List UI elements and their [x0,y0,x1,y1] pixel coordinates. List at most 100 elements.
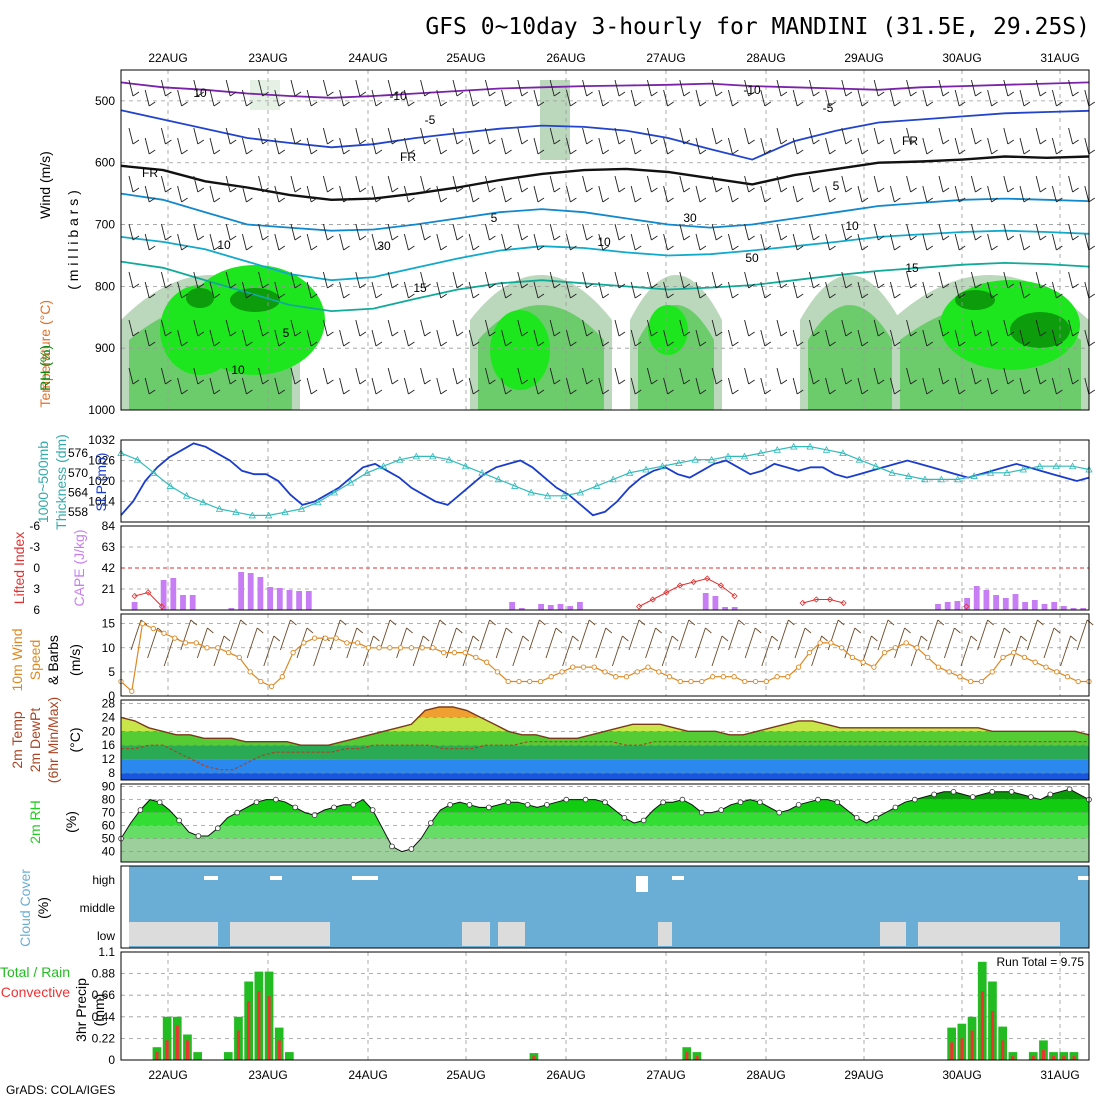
wind-barb [403,377,409,395]
wind-barb [177,281,183,299]
wind-barb [163,635,175,667]
thickness-point [182,491,191,499]
wind-barb [894,197,901,203]
wind-barb [322,319,328,337]
wind-barb [555,627,563,634]
wind-barb [922,185,928,203]
wind-barb [808,175,814,193]
wind-barb [857,233,863,251]
wind-barb [375,149,383,155]
wind-barb [942,331,950,337]
contour-label: -5 [425,113,436,127]
wind-barb [711,635,723,667]
wind-barb [371,281,377,299]
panel-frame [120,525,1090,611]
panel-frame [120,69,1090,411]
li-point [963,603,970,610]
wind-barb [1051,89,1057,107]
wind-barb [1043,627,1055,659]
li-point [717,582,724,589]
wind-barb [379,619,391,651]
wind-barb [408,101,415,107]
thickness-point [740,452,749,460]
wind-barb [699,101,707,107]
wind-barb [646,367,652,385]
wind-barb [715,139,723,145]
wind-barb [598,329,604,347]
wind-barb [975,139,982,145]
y-axis-label-barbs: & Barbs [45,635,61,685]
wind-barb [889,185,895,203]
wind-barb [501,233,507,251]
thickness-point [839,449,847,457]
wind-barb [1003,627,1011,634]
wind-barb [310,389,318,395]
wind-barb [796,149,804,155]
wind-barb [970,79,976,97]
y-tick-label-rh2m: 90 [102,780,116,794]
wind-barb [472,389,480,395]
wind-barb [975,235,982,241]
wind-barb [1088,293,1096,299]
wind-barb [1035,271,1041,289]
wind-barb [387,175,393,193]
thickness-point [511,482,519,489]
wind-barb [339,619,347,626]
wind-speed-point [828,640,834,646]
wind-barb [408,389,415,395]
wind-barb [213,245,221,251]
wind-barb [197,187,205,193]
wind-speed-point [150,625,156,632]
wind-barb [1056,197,1063,203]
wind-barb [732,341,739,347]
wind-barb [1084,377,1090,395]
wind-barb [213,389,221,395]
rh-shade-dark [186,288,214,308]
wind-barb [1003,271,1009,289]
wind-speed-point [172,635,178,641]
wind-barb [420,319,426,337]
wind-barb [776,271,782,289]
wind-barb [456,91,464,97]
wind-barb [954,137,960,155]
wind-barb [776,319,782,337]
thickness-point [330,488,338,496]
thickness-point [1068,462,1077,470]
wind-barb [845,331,853,337]
cloud-high [270,876,282,880]
rh2m-point [989,788,995,795]
contour-label: 50 [745,251,759,265]
wind-barb [942,283,950,289]
wind-barb [505,389,512,395]
wind-barb [861,197,869,203]
wind-speed-point [397,645,404,651]
wind-barb [225,79,231,97]
wind-barb [412,635,424,667]
wind-barb [1035,127,1041,145]
wind-barb [274,233,280,251]
wind-barb [679,319,685,337]
wind-barb [975,187,982,193]
wind-barb [598,185,604,203]
rh2m-point [466,801,473,808]
wind-barb [160,319,166,337]
wind-barb [1051,185,1057,203]
wind-barb [537,197,545,203]
wind-barb [1039,187,1047,193]
thickness-point [199,498,207,506]
wind-barb [861,389,869,395]
wind-barb [306,233,312,251]
wind-barb [788,619,795,626]
wind-barb [246,245,253,251]
wind-barb [1068,367,1074,385]
wind-barb [630,185,636,203]
y-tick-label-cloud: middle [80,901,116,915]
wind-speed-point [129,688,135,694]
wind-barb [229,379,237,385]
wind-barb [841,79,847,97]
wind-barb [845,379,853,385]
x-tick-label-top: 22AUG [148,51,187,65]
wind-barb [889,329,895,347]
wind-barb [256,627,264,634]
wind-barb [452,79,458,97]
